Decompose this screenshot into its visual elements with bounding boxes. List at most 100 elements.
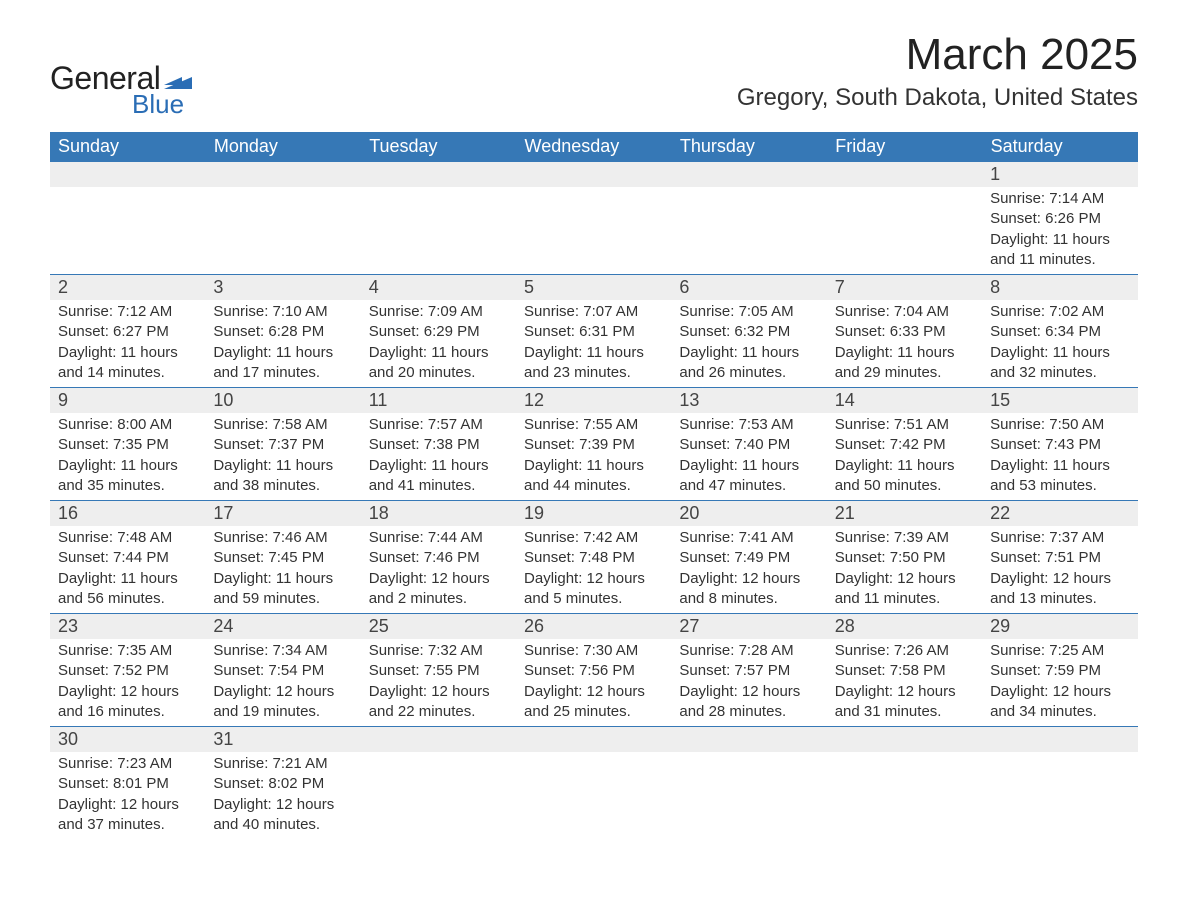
day-detail-cell bbox=[827, 752, 982, 839]
weekday-header-row: Sunday Monday Tuesday Wednesday Thursday… bbox=[50, 132, 1138, 162]
sunrise-text: Sunrise: 7:21 AM bbox=[213, 754, 352, 774]
sunset-text: Sunset: 7:56 PM bbox=[524, 661, 663, 681]
daylight2-text: and 35 minutes. bbox=[58, 476, 197, 496]
sunset-text: Sunset: 7:57 PM bbox=[679, 661, 818, 681]
day-number-cell: 27 bbox=[671, 614, 826, 640]
day-detail-cell: Sunrise: 8:00 AMSunset: 7:35 PMDaylight:… bbox=[50, 413, 205, 501]
day-number-cell: 24 bbox=[205, 614, 360, 640]
day-number-cell bbox=[516, 727, 671, 753]
sunrise-text: Sunrise: 7:46 AM bbox=[213, 528, 352, 548]
header-row: General Blue March 2025 Gregory, South D… bbox=[50, 30, 1138, 120]
day-number-cell: 28 bbox=[827, 614, 982, 640]
daylight1-text: Daylight: 11 hours bbox=[835, 343, 974, 363]
daynum-row: 23242526272829 bbox=[50, 614, 1138, 640]
day-detail-cell: Sunrise: 7:07 AMSunset: 6:31 PMDaylight:… bbox=[516, 300, 671, 388]
daylight1-text: Daylight: 11 hours bbox=[58, 456, 197, 476]
daylight1-text: Daylight: 12 hours bbox=[58, 795, 197, 815]
day-detail-cell: Sunrise: 7:50 AMSunset: 7:43 PMDaylight:… bbox=[982, 413, 1137, 501]
daylight2-text: and 8 minutes. bbox=[679, 589, 818, 609]
day-number-cell: 10 bbox=[205, 388, 360, 414]
sunset-text: Sunset: 7:52 PM bbox=[58, 661, 197, 681]
day-number-cell: 20 bbox=[671, 501, 826, 527]
sunset-text: Sunset: 8:02 PM bbox=[213, 774, 352, 794]
day-number-cell: 14 bbox=[827, 388, 982, 414]
flag-icon bbox=[164, 71, 192, 89]
sunrise-text: Sunrise: 7:14 AM bbox=[990, 189, 1129, 209]
daylight2-text: and 11 minutes. bbox=[990, 250, 1129, 270]
daylight2-text: and 23 minutes. bbox=[524, 363, 663, 383]
day-number-cell bbox=[361, 727, 516, 753]
sunset-text: Sunset: 7:37 PM bbox=[213, 435, 352, 455]
sunset-text: Sunset: 6:29 PM bbox=[369, 322, 508, 342]
day-detail-cell: Sunrise: 7:51 AMSunset: 7:42 PMDaylight:… bbox=[827, 413, 982, 501]
title-block: March 2025 Gregory, South Dakota, United… bbox=[737, 30, 1138, 112]
sunrise-text: Sunrise: 7:10 AM bbox=[213, 302, 352, 322]
sunrise-text: Sunrise: 7:02 AM bbox=[990, 302, 1129, 322]
daylight2-text: and 32 minutes. bbox=[990, 363, 1129, 383]
day-detail-cell bbox=[671, 187, 826, 275]
daylight2-text: and 50 minutes. bbox=[835, 476, 974, 496]
sunrise-text: Sunrise: 7:23 AM bbox=[58, 754, 197, 774]
sunset-text: Sunset: 7:42 PM bbox=[835, 435, 974, 455]
sunrise-text: Sunrise: 7:32 AM bbox=[369, 641, 508, 661]
day-number-cell: 29 bbox=[982, 614, 1137, 640]
daylight1-text: Daylight: 12 hours bbox=[835, 569, 974, 589]
day-detail-cell: Sunrise: 7:09 AMSunset: 6:29 PMDaylight:… bbox=[361, 300, 516, 388]
daylight2-text: and 2 minutes. bbox=[369, 589, 508, 609]
day-number-cell bbox=[671, 727, 826, 753]
sunrise-text: Sunrise: 7:55 AM bbox=[524, 415, 663, 435]
sunrise-text: Sunrise: 8:00 AM bbox=[58, 415, 197, 435]
col-friday: Friday bbox=[827, 132, 982, 162]
daylight2-text: and 40 minutes. bbox=[213, 815, 352, 835]
sunset-text: Sunset: 6:32 PM bbox=[679, 322, 818, 342]
daylight1-text: Daylight: 11 hours bbox=[369, 343, 508, 363]
daylight2-text: and 14 minutes. bbox=[58, 363, 197, 383]
day-detail-cell: Sunrise: 7:41 AMSunset: 7:49 PMDaylight:… bbox=[671, 526, 826, 614]
sunrise-text: Sunrise: 7:37 AM bbox=[990, 528, 1129, 548]
location: Gregory, South Dakota, United States bbox=[737, 84, 1138, 112]
daylight1-text: Daylight: 11 hours bbox=[990, 230, 1129, 250]
sunset-text: Sunset: 6:26 PM bbox=[990, 209, 1129, 229]
daynum-row: 16171819202122 bbox=[50, 501, 1138, 527]
daylight2-text: and 53 minutes. bbox=[990, 476, 1129, 496]
day-detail-cell: Sunrise: 7:39 AMSunset: 7:50 PMDaylight:… bbox=[827, 526, 982, 614]
daylight2-text: and 59 minutes. bbox=[213, 589, 352, 609]
sunrise-text: Sunrise: 7:35 AM bbox=[58, 641, 197, 661]
daylight1-text: Daylight: 11 hours bbox=[679, 456, 818, 476]
sunset-text: Sunset: 7:38 PM bbox=[369, 435, 508, 455]
daylight1-text: Daylight: 12 hours bbox=[990, 569, 1129, 589]
sunrise-text: Sunrise: 7:28 AM bbox=[679, 641, 818, 661]
daylight2-text: and 13 minutes. bbox=[990, 589, 1129, 609]
sunrise-text: Sunrise: 7:12 AM bbox=[58, 302, 197, 322]
sunset-text: Sunset: 7:54 PM bbox=[213, 661, 352, 681]
daylight2-text: and 20 minutes. bbox=[369, 363, 508, 383]
day-detail-cell: Sunrise: 7:28 AMSunset: 7:57 PMDaylight:… bbox=[671, 639, 826, 727]
sunrise-text: Sunrise: 7:57 AM bbox=[369, 415, 508, 435]
day-number-cell: 3 bbox=[205, 275, 360, 301]
sunrise-text: Sunrise: 7:09 AM bbox=[369, 302, 508, 322]
day-number-cell bbox=[50, 162, 205, 188]
daylight1-text: Daylight: 11 hours bbox=[524, 343, 663, 363]
day-detail-cell: Sunrise: 7:57 AMSunset: 7:38 PMDaylight:… bbox=[361, 413, 516, 501]
daylight1-text: Daylight: 11 hours bbox=[835, 456, 974, 476]
daylight2-text: and 26 minutes. bbox=[679, 363, 818, 383]
daylight2-text: and 16 minutes. bbox=[58, 702, 197, 722]
daylight2-text: and 11 minutes. bbox=[835, 589, 974, 609]
day-detail-cell: Sunrise: 7:04 AMSunset: 6:33 PMDaylight:… bbox=[827, 300, 982, 388]
day-number-cell bbox=[982, 727, 1137, 753]
day-number-cell: 17 bbox=[205, 501, 360, 527]
day-detail-cell: Sunrise: 7:35 AMSunset: 7:52 PMDaylight:… bbox=[50, 639, 205, 727]
daylight1-text: Daylight: 12 hours bbox=[213, 795, 352, 815]
sunset-text: Sunset: 7:46 PM bbox=[369, 548, 508, 568]
day-detail-cell bbox=[361, 187, 516, 275]
col-saturday: Saturday bbox=[982, 132, 1137, 162]
sunrise-text: Sunrise: 7:42 AM bbox=[524, 528, 663, 548]
daylight1-text: Daylight: 12 hours bbox=[990, 682, 1129, 702]
day-detail-cell bbox=[827, 187, 982, 275]
sunset-text: Sunset: 6:31 PM bbox=[524, 322, 663, 342]
day-detail-cell: Sunrise: 7:48 AMSunset: 7:44 PMDaylight:… bbox=[50, 526, 205, 614]
day-number-cell bbox=[516, 162, 671, 188]
sunrise-text: Sunrise: 7:44 AM bbox=[369, 528, 508, 548]
sunset-text: Sunset: 7:40 PM bbox=[679, 435, 818, 455]
daylight1-text: Daylight: 12 hours bbox=[524, 569, 663, 589]
